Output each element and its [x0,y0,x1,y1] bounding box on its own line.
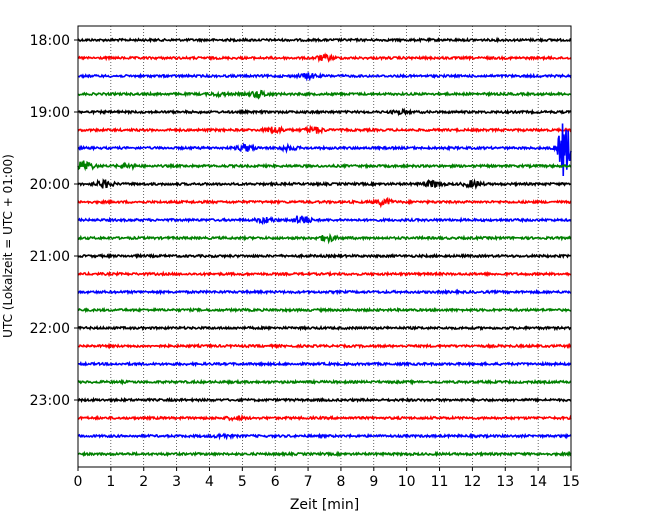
trace-2145 [78,306,572,314]
x-axis-ticks: 0 1 2 3 4 5 6 7 8 9 10 11 12 13 14 15 [74,467,580,490]
x-tick-label: 4 [205,474,214,490]
x-tick-label: 5 [238,474,247,490]
trace-1800 [77,36,572,44]
x-tick-label: 14 [529,474,547,490]
x-tick-label: 13 [496,474,514,490]
trace-2115 [77,270,572,278]
x-tick-label: 10 [398,474,416,490]
trace-2330 [77,432,572,441]
trace-2345 [77,450,572,458]
trace-2315 [77,413,572,422]
x-tick-label: 8 [336,474,345,490]
seismogram-traces [77,36,572,458]
trace-2100 [77,252,572,260]
trace-1830 [77,71,572,82]
x-tick-label: 6 [271,474,280,490]
x-tick-label: 3 [172,474,181,490]
y-tick-label: 23:00 [30,393,70,409]
trace-1945 [77,160,572,172]
y-axis-label: UTC (Lokalzeit = UTC + 01:00) [1,154,15,338]
y-tick-label: 18:00 [30,33,70,49]
trace-1900 [77,107,572,117]
y-axis-ticks: 18:00 19:00 20:00 21:00 22:00 23:00 [30,33,78,409]
x-tick-label: 2 [139,474,148,490]
trace-1930 [77,123,572,176]
trace-1815 [77,52,572,63]
x-tick-label: 9 [369,474,378,490]
trace-2130 [77,288,572,296]
x-tick-label: 1 [106,474,115,490]
trace-2230 [77,360,572,368]
x-axis-label: Zeit [min] [290,497,359,513]
plot-frame [77,25,572,468]
trace-2215 [77,342,572,350]
trace-2000 [77,178,572,190]
x-tick-label: 7 [304,474,313,490]
trace-2045 [77,232,572,245]
x-tick-label: 12 [463,474,481,490]
trace-2200 [77,324,572,332]
trace-2300 [77,396,572,404]
trace-1915 [77,124,572,135]
x-tick-label: 11 [431,474,449,490]
trace-2030 [77,215,572,226]
y-tick-label: 21:00 [30,249,70,265]
y-tick-label: 20:00 [30,177,70,193]
x-tick-label: 0 [74,474,83,490]
x-tick-label: 15 [562,474,580,490]
trace-2015 [77,196,572,209]
trace-2245 [77,378,572,386]
y-tick-label: 19:00 [30,105,70,121]
y-tick-label: 22:00 [30,321,70,337]
trace-1845 [77,89,572,100]
